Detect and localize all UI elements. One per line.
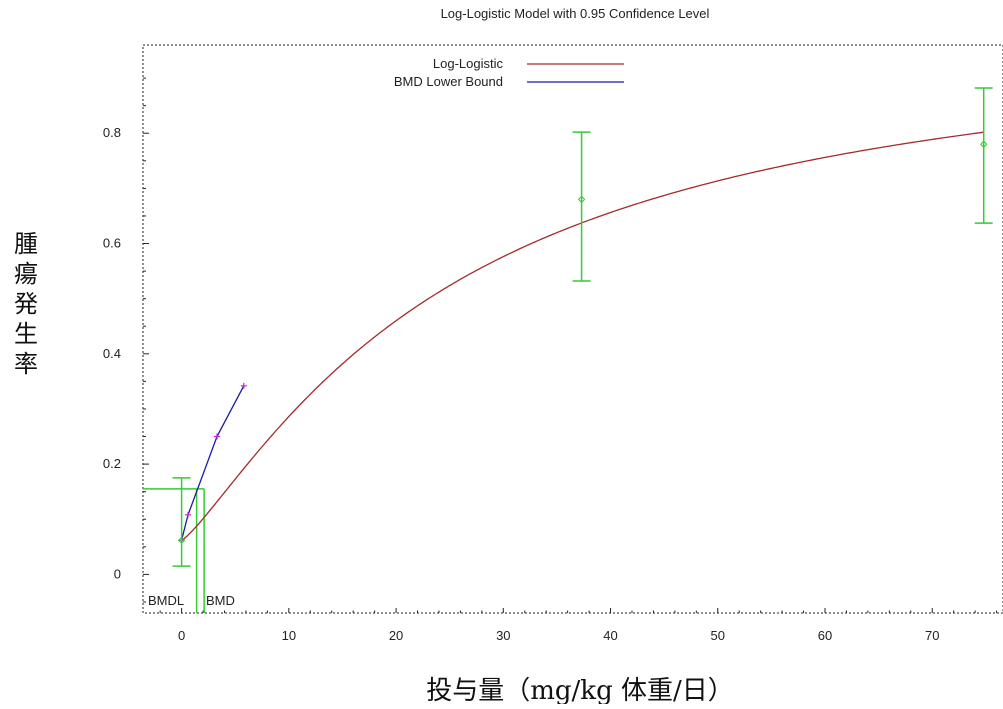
y-axis-ticks: 0 0.2 0.4 0.6 0.8 <box>103 77 149 603</box>
x-tick-label: 40 <box>603 628 617 643</box>
x-axis-ticks: 0 10 20 30 40 50 60 70 <box>159 608 998 643</box>
y-tick-label: 0.4 <box>103 346 121 361</box>
bmdl-point <box>213 433 220 440</box>
series-log-logistic-line <box>181 131 984 541</box>
legend: Log-Logistic BMD Lower Bound <box>394 56 624 89</box>
x-tick-label: 20 <box>389 628 403 643</box>
bmd-lines <box>143 488 205 613</box>
observed-point <box>974 87 993 224</box>
chart-title: Log-Logistic Model with 0.95 Confidence … <box>441 6 710 21</box>
x-tick-label: 10 <box>282 628 296 643</box>
observed-point <box>572 131 591 282</box>
bmdl-point <box>185 511 192 518</box>
y-tick-label: 0.8 <box>103 125 121 140</box>
observed-points <box>172 87 993 567</box>
x-tick-label: 60 <box>818 628 832 643</box>
x-axis-label: 投与量（mg/kg 体重/日） <box>426 676 733 704</box>
bmdl-label: BMDL <box>148 593 184 608</box>
x-tick-label: 30 <box>496 628 510 643</box>
observed-point <box>172 477 191 567</box>
plot-frame <box>142 44 1003 614</box>
y-axis-label: 腫瘍発生率 <box>14 230 38 378</box>
y-axis-label-char: 生 <box>14 320 38 348</box>
y-axis-label-char: 発 <box>14 290 38 318</box>
y-tick-label: 0.2 <box>103 456 121 471</box>
y-axis-label-text: 腫瘍発生率 <box>14 230 38 378</box>
x-tick-label: 70 <box>925 628 939 643</box>
legend-label: BMD Lower Bound <box>394 74 503 89</box>
x-tick-label: 50 <box>711 628 725 643</box>
y-axis-label-char: 率 <box>14 350 38 378</box>
observed-marker <box>979 140 988 148</box>
bmd-label: BMD <box>206 593 235 608</box>
series-bmd-lower-bound-line <box>180 385 245 541</box>
y-tick-label: 0 <box>114 566 121 581</box>
series-layer <box>178 131 984 544</box>
legend-label: Log-Logistic <box>433 56 504 71</box>
x-tick-label: 0 <box>178 628 185 643</box>
observed-marker <box>577 195 586 204</box>
bmdl-point <box>240 382 247 389</box>
y-tick-label: 0.6 <box>103 236 121 251</box>
y-axis-label-char: 腫 <box>14 230 38 258</box>
observed-marker <box>177 536 186 544</box>
y-axis-label-char: 瘍 <box>14 260 38 288</box>
